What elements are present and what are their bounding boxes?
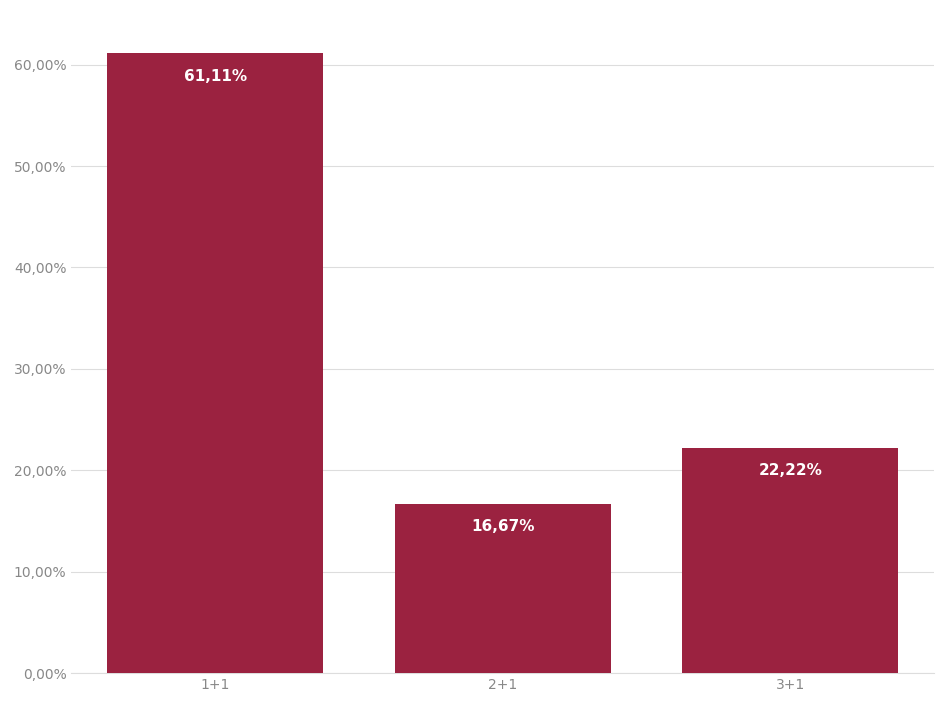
Bar [395, 504, 611, 674]
Text: 22,22%: 22,22% [758, 463, 822, 478]
Text: 61,11%: 61,11% [184, 68, 246, 83]
Text: 16,67%: 16,67% [471, 520, 535, 534]
Bar [107, 54, 323, 674]
Bar [683, 448, 898, 674]
